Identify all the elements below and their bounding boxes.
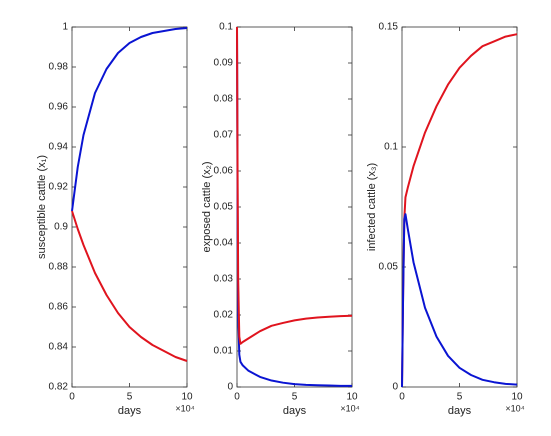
y-tick-label: 0.84 bbox=[49, 342, 69, 353]
y-axis-label: exposed cattle (x₂) bbox=[201, 161, 213, 252]
y-tick-label: 0.82 bbox=[49, 382, 69, 393]
x-exponent: ×10⁴ bbox=[340, 403, 359, 413]
x-tick-label: 0 bbox=[69, 392, 75, 403]
series-line bbox=[236, 26, 352, 387]
x-axis-label: days bbox=[283, 405, 307, 417]
y-tick-label: 0.08 bbox=[214, 94, 234, 105]
y-tick-label: 0.09 bbox=[214, 58, 234, 69]
x-tick-label: 5 bbox=[292, 392, 298, 403]
axes-frame bbox=[401, 26, 518, 388]
y-tick-label: 0.92 bbox=[49, 182, 69, 193]
series-line bbox=[71, 210, 188, 362]
y-tick-label: 0.05 bbox=[379, 262, 399, 273]
x-tick-label: 5 bbox=[127, 392, 133, 403]
y-tick-label: 0.03 bbox=[214, 274, 234, 285]
y-tick-label: 0.98 bbox=[49, 62, 69, 73]
y-axis-label: infected cattle (x₃) bbox=[366, 163, 378, 251]
x-exponent: ×10⁴ bbox=[505, 403, 524, 413]
axes-frame bbox=[236, 26, 353, 388]
y-axis-label: susceptible cattle (x₁) bbox=[36, 155, 48, 259]
y-tick-label: 0 bbox=[227, 382, 233, 393]
y-tick-label: 0.05 bbox=[214, 202, 234, 213]
y-tick-label: 0.15 bbox=[379, 22, 399, 33]
y-tick-label: 0.88 bbox=[49, 262, 69, 273]
x-axis-label: days bbox=[448, 405, 472, 417]
y-tick-label: 0.02 bbox=[214, 310, 234, 321]
y-tick-label: 0.1 bbox=[384, 142, 398, 153]
y-tick-label: 0 bbox=[392, 382, 398, 393]
y-tick-label: 0.86 bbox=[49, 302, 69, 313]
y-tick-label: 0.96 bbox=[49, 102, 69, 113]
y-tick-label: 0.1 bbox=[219, 22, 233, 33]
series-line bbox=[236, 26, 353, 345]
y-tick-label: 0.01 bbox=[214, 346, 234, 357]
y-tick-label: 0.06 bbox=[214, 166, 234, 177]
x-exponent: ×10⁴ bbox=[175, 403, 194, 413]
y-tick-label: 1 bbox=[62, 22, 68, 33]
x-tick-label: 0 bbox=[399, 392, 405, 403]
y-tick-label: 0.07 bbox=[214, 130, 234, 141]
x-tick-label: 10 bbox=[346, 392, 358, 403]
x-tick-label: 10 bbox=[181, 392, 193, 403]
x-axis-label: days bbox=[118, 405, 142, 417]
series-line bbox=[71, 27, 188, 212]
x-tick-label: 10 bbox=[511, 392, 523, 403]
y-tick-label: 0.9 bbox=[54, 222, 68, 233]
y-tick-label: 0.04 bbox=[214, 238, 234, 249]
series-line bbox=[401, 33, 518, 388]
axes-frame bbox=[71, 26, 188, 388]
series-line bbox=[401, 213, 518, 388]
x-tick-label: 0 bbox=[234, 392, 240, 403]
y-tick-label: 0.94 bbox=[49, 142, 69, 153]
x-tick-label: 5 bbox=[457, 392, 463, 403]
